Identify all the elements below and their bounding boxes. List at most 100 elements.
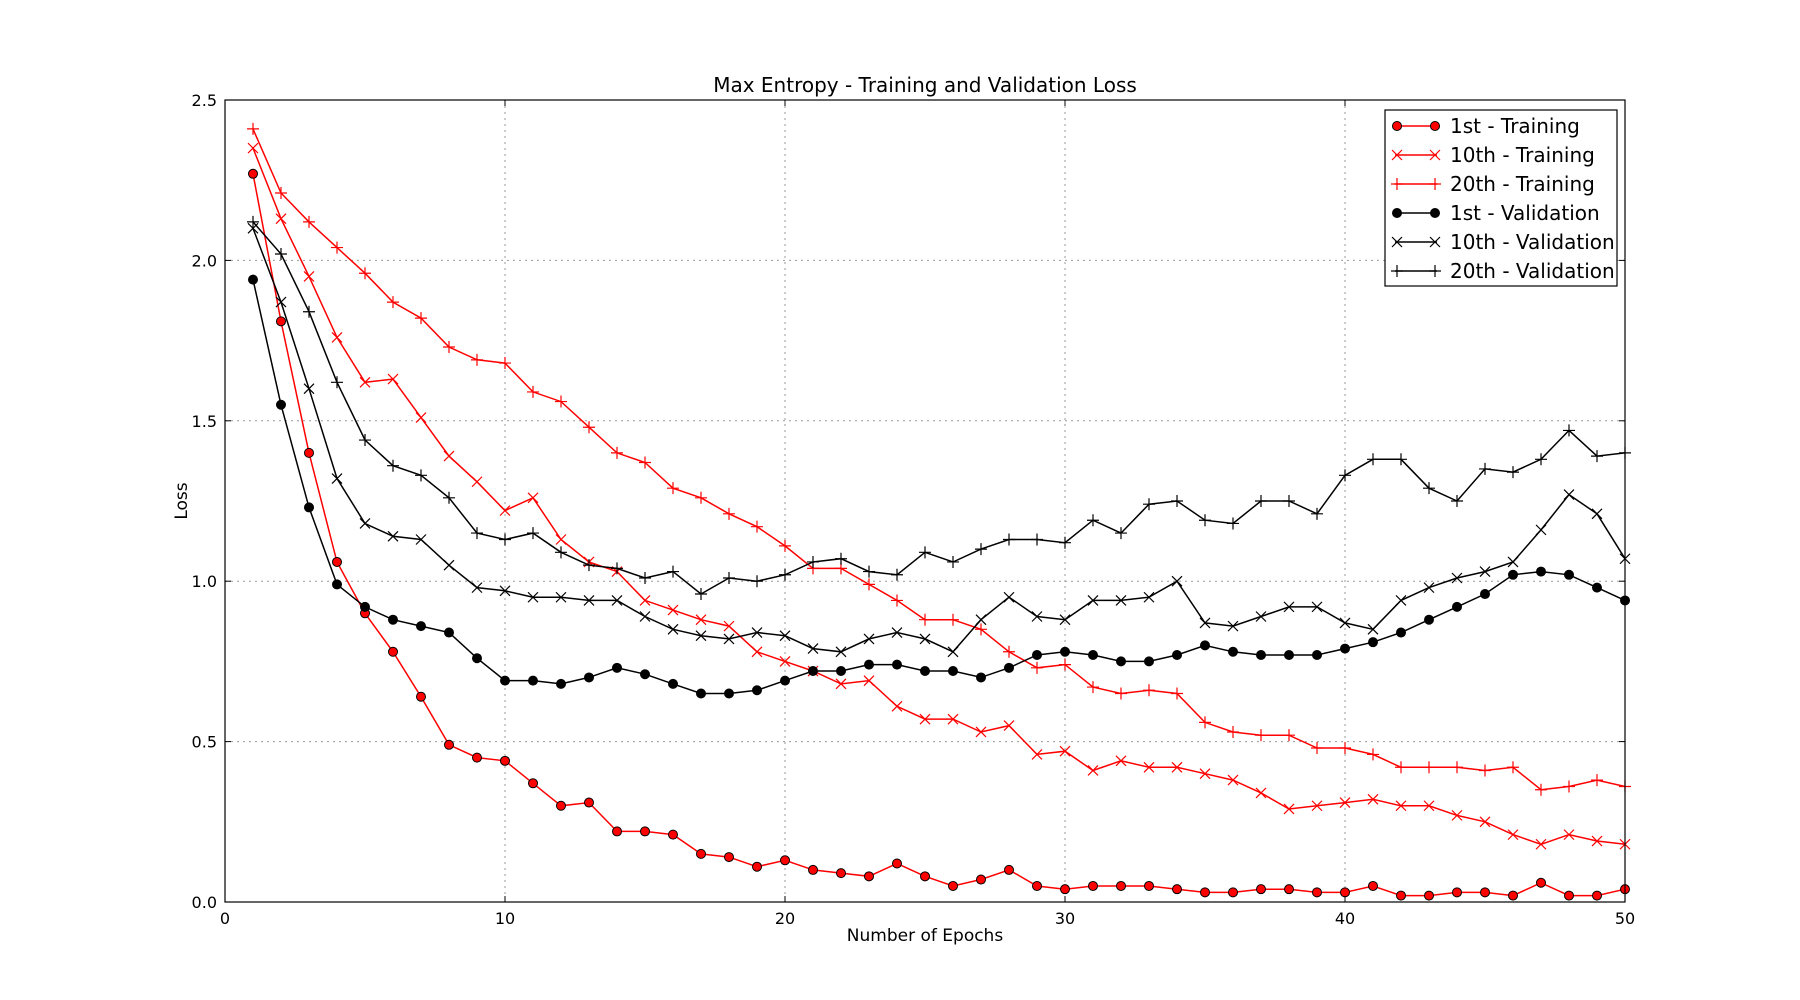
data-point bbox=[1116, 656, 1126, 667]
data-point bbox=[584, 672, 594, 683]
data-point bbox=[751, 627, 763, 638]
data-point bbox=[1507, 556, 1519, 568]
data-point bbox=[332, 556, 342, 567]
series-4 bbox=[248, 274, 1630, 699]
data-point bbox=[863, 565, 875, 578]
data-point bbox=[780, 675, 790, 686]
data-point bbox=[1284, 884, 1294, 895]
data-point bbox=[500, 755, 510, 766]
data-point bbox=[471, 527, 483, 540]
data-point bbox=[527, 527, 539, 540]
data-point bbox=[1256, 884, 1266, 895]
data-point bbox=[752, 685, 762, 696]
plot-frame bbox=[224, 99, 1626, 903]
data-point bbox=[1031, 611, 1043, 622]
data-point bbox=[1143, 498, 1155, 511]
data-point bbox=[891, 700, 903, 712]
data-point bbox=[471, 353, 483, 366]
data-point bbox=[835, 646, 847, 658]
series-3 bbox=[247, 122, 1631, 796]
y-tick-label: 2.0 bbox=[192, 251, 217, 270]
data-point bbox=[1563, 489, 1575, 501]
data-point bbox=[1452, 887, 1462, 898]
x-tick-label: 30 bbox=[1055, 909, 1075, 928]
data-point bbox=[668, 829, 678, 840]
data-point bbox=[667, 482, 679, 495]
data-point bbox=[555, 534, 567, 545]
data-point bbox=[471, 476, 483, 488]
data-point bbox=[975, 543, 987, 556]
data-point bbox=[975, 614, 987, 626]
data-point bbox=[947, 555, 959, 568]
x-axis-label: Number of Epochs bbox=[847, 926, 1004, 946]
legend-label: 10th - Training bbox=[1450, 143, 1595, 167]
data-point bbox=[499, 357, 511, 370]
data-point bbox=[947, 613, 959, 626]
data-point bbox=[695, 491, 707, 504]
data-point bbox=[975, 623, 987, 636]
legend-entry: 10th - Training bbox=[1391, 143, 1595, 167]
data-point bbox=[1430, 208, 1440, 218]
data-point bbox=[1059, 658, 1071, 671]
legend-entry: 1st - Training bbox=[1392, 114, 1580, 138]
data-point bbox=[1256, 649, 1266, 660]
data-point bbox=[1591, 508, 1603, 520]
data-point bbox=[1088, 880, 1098, 891]
data-point bbox=[500, 675, 510, 686]
data-point bbox=[1255, 787, 1267, 799]
data-point bbox=[1507, 761, 1519, 774]
data-point bbox=[387, 530, 399, 542]
data-point bbox=[443, 450, 455, 462]
data-point bbox=[387, 296, 399, 309]
data-point bbox=[1395, 595, 1407, 606]
series-5 bbox=[247, 222, 1631, 658]
data-point bbox=[1115, 687, 1127, 700]
legend-box bbox=[1384, 109, 1618, 287]
data-point bbox=[863, 675, 875, 687]
data-point bbox=[1144, 880, 1154, 891]
data-point bbox=[303, 305, 315, 318]
data-point bbox=[668, 678, 678, 689]
data-point bbox=[1031, 661, 1043, 674]
data-point bbox=[1003, 533, 1015, 546]
data-point bbox=[360, 601, 370, 612]
data-point bbox=[1423, 761, 1435, 774]
y-tick-label: 0.5 bbox=[192, 733, 217, 752]
data-point bbox=[752, 861, 762, 872]
data-point bbox=[359, 376, 371, 388]
data-point bbox=[275, 296, 287, 308]
data-point bbox=[1536, 877, 1546, 888]
data-point bbox=[527, 492, 539, 504]
data-point bbox=[1563, 780, 1575, 793]
data-point bbox=[1171, 575, 1183, 587]
data-point bbox=[724, 688, 734, 699]
data-point bbox=[331, 331, 343, 343]
data-point bbox=[1059, 536, 1071, 549]
data-point bbox=[1563, 829, 1575, 841]
data-point bbox=[1535, 524, 1547, 536]
data-point bbox=[724, 852, 734, 863]
data-point bbox=[779, 655, 791, 667]
data-point bbox=[499, 533, 511, 546]
data-point bbox=[695, 630, 707, 642]
data-point bbox=[612, 662, 622, 673]
data-point bbox=[443, 559, 455, 571]
data-point bbox=[444, 627, 454, 638]
data-point bbox=[304, 502, 314, 513]
data-point bbox=[723, 507, 735, 520]
data-point bbox=[472, 653, 482, 664]
data-point bbox=[807, 643, 819, 654]
data-point bbox=[611, 446, 623, 459]
data-point bbox=[611, 595, 623, 606]
data-point bbox=[248, 168, 258, 179]
x-tick-label: 10 bbox=[495, 909, 515, 928]
data-point bbox=[415, 469, 427, 482]
data-point bbox=[1591, 774, 1603, 787]
data-point bbox=[332, 579, 342, 590]
data-point bbox=[612, 826, 622, 837]
data-point bbox=[1423, 800, 1435, 812]
legend-label: 20th - Validation bbox=[1450, 259, 1615, 283]
data-point bbox=[667, 623, 679, 635]
data-point bbox=[948, 666, 958, 677]
data-point bbox=[1396, 627, 1406, 638]
